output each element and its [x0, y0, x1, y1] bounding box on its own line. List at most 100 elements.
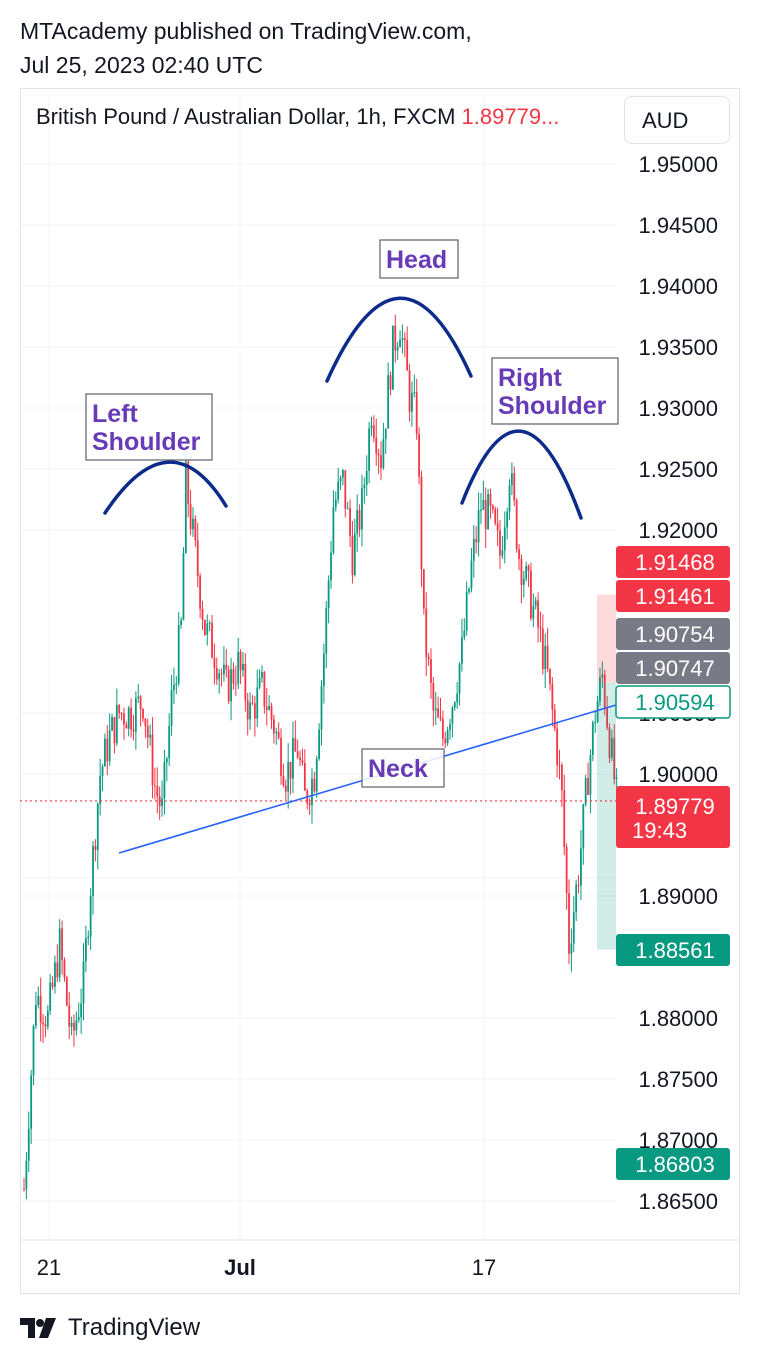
candle-body: [94, 846, 97, 850]
candle-body: [337, 481, 340, 500]
candle-body: [142, 709, 144, 719]
candle-body: [39, 995, 42, 1023]
candle-body: [415, 392, 418, 435]
candle-body: [68, 1005, 71, 1027]
candle-body: [370, 425, 373, 429]
candle-body: [453, 702, 456, 708]
candle-body: [608, 727, 611, 758]
candle-body: [356, 510, 359, 534]
candle-body: [201, 608, 204, 620]
y-tick-label: 1.95000: [638, 152, 718, 177]
y-tick-label: 1.90000: [638, 762, 718, 787]
candle-body: [606, 708, 608, 728]
candle-body: [87, 936, 90, 939]
x-tick-label: 17: [472, 1255, 496, 1280]
candle-body: [132, 729, 135, 732]
left-shoulder-arc: [103, 460, 228, 515]
candle-body: [411, 392, 413, 412]
candle-body: [265, 706, 268, 710]
candle-body: [508, 485, 511, 512]
annotation-left-shoulder-box: [85, 393, 213, 461]
y-tick-label: 1.88000: [638, 1006, 718, 1031]
candle-body: [568, 893, 570, 954]
candle-body: [525, 565, 528, 579]
candle-body: [461, 637, 463, 664]
time-axis: 21 Jul 17: [37, 1255, 496, 1280]
candle-body: [458, 663, 461, 694]
candle-body: [558, 764, 561, 766]
candle-body: [506, 511, 509, 528]
candle-body: [308, 803, 311, 806]
y-tick-label: 1.92000: [638, 518, 718, 543]
candle-body: [73, 1022, 75, 1031]
candle-body: [339, 477, 342, 482]
candle-body: [123, 713, 125, 725]
candle-body: [477, 510, 480, 543]
candle-body: [258, 677, 261, 688]
candle-body: [61, 928, 63, 960]
price-axis: 1.95000 1.94500 1.94000 1.93500 1.93000 1.925…: [638, 152, 718, 1214]
candle-body: [115, 704, 118, 744]
right-shoulder-arc: [460, 429, 583, 520]
candle-body: [330, 552, 332, 581]
candle-body: [487, 494, 489, 529]
candle-body: [451, 707, 454, 725]
candle-body: [320, 686, 323, 730]
candle-body: [470, 560, 473, 589]
candle-body: [427, 656, 430, 660]
candle-body: [587, 778, 589, 795]
candle-body: [230, 669, 232, 702]
price-badges: 1.91468 1.91461 1.90754 1.90747 1.90594 1.897…: [615, 546, 731, 1180]
candle-body: [580, 848, 582, 886]
currency-button[interactable]: AUD: [624, 96, 730, 144]
stop-zone: [597, 594, 616, 683]
candle-body: [482, 499, 485, 511]
candle-body: [101, 766, 104, 776]
candle-body: [292, 738, 294, 779]
candle-body: [489, 494, 492, 506]
y-tick-label: 1.87500: [638, 1067, 718, 1092]
y-tick-label: 1.89000: [638, 884, 718, 909]
candle-body: [515, 500, 518, 550]
candle-body: [30, 1075, 33, 1129]
candle-body: [268, 705, 271, 710]
price-badge: [616, 652, 730, 684]
candle-body: [118, 704, 121, 714]
candle-body: [582, 804, 585, 849]
candle-body: [75, 1020, 78, 1031]
symbol-legend[interactable]: British Pound / Australian Dollar, 1h, F…: [36, 104, 559, 130]
candle-body: [475, 539, 478, 543]
price-badge-value: 1.90747: [635, 656, 715, 681]
candle-body: [503, 527, 506, 551]
candle-body: [111, 717, 113, 731]
candle-body: [363, 484, 366, 489]
candle-body: [311, 778, 313, 806]
symbol-name: British Pound / Australian Dollar, 1h, F…: [36, 104, 456, 129]
candle-body: [511, 473, 513, 486]
candle-body: [108, 730, 111, 762]
candle-body: [184, 461, 187, 554]
candle-body: [577, 884, 580, 886]
annotation-neck-box: [361, 748, 445, 788]
candle-body: [177, 624, 180, 684]
candle-body: [496, 523, 499, 531]
candle-body: [551, 683, 554, 710]
x-tick-label: Jul: [224, 1255, 256, 1280]
publisher-info: MTAcademy published on TradingView.com, …: [20, 14, 472, 82]
candle-body: [218, 673, 221, 680]
candle-body: [396, 346, 399, 351]
candle-body: [273, 719, 275, 734]
candle-body: [225, 664, 228, 670]
candle-body: [63, 959, 66, 978]
candle-body: [539, 627, 542, 629]
footer-brand[interactable]: TradingView: [20, 1314, 200, 1342]
candle-body: [565, 846, 568, 894]
candle-body: [44, 1024, 47, 1027]
y-tick-label: 1.92500: [638, 457, 718, 482]
candle-body: [553, 709, 556, 729]
candle-body: [353, 533, 356, 576]
candle-body: [384, 428, 387, 440]
candle-body: [134, 697, 137, 732]
candle-body: [392, 325, 394, 390]
